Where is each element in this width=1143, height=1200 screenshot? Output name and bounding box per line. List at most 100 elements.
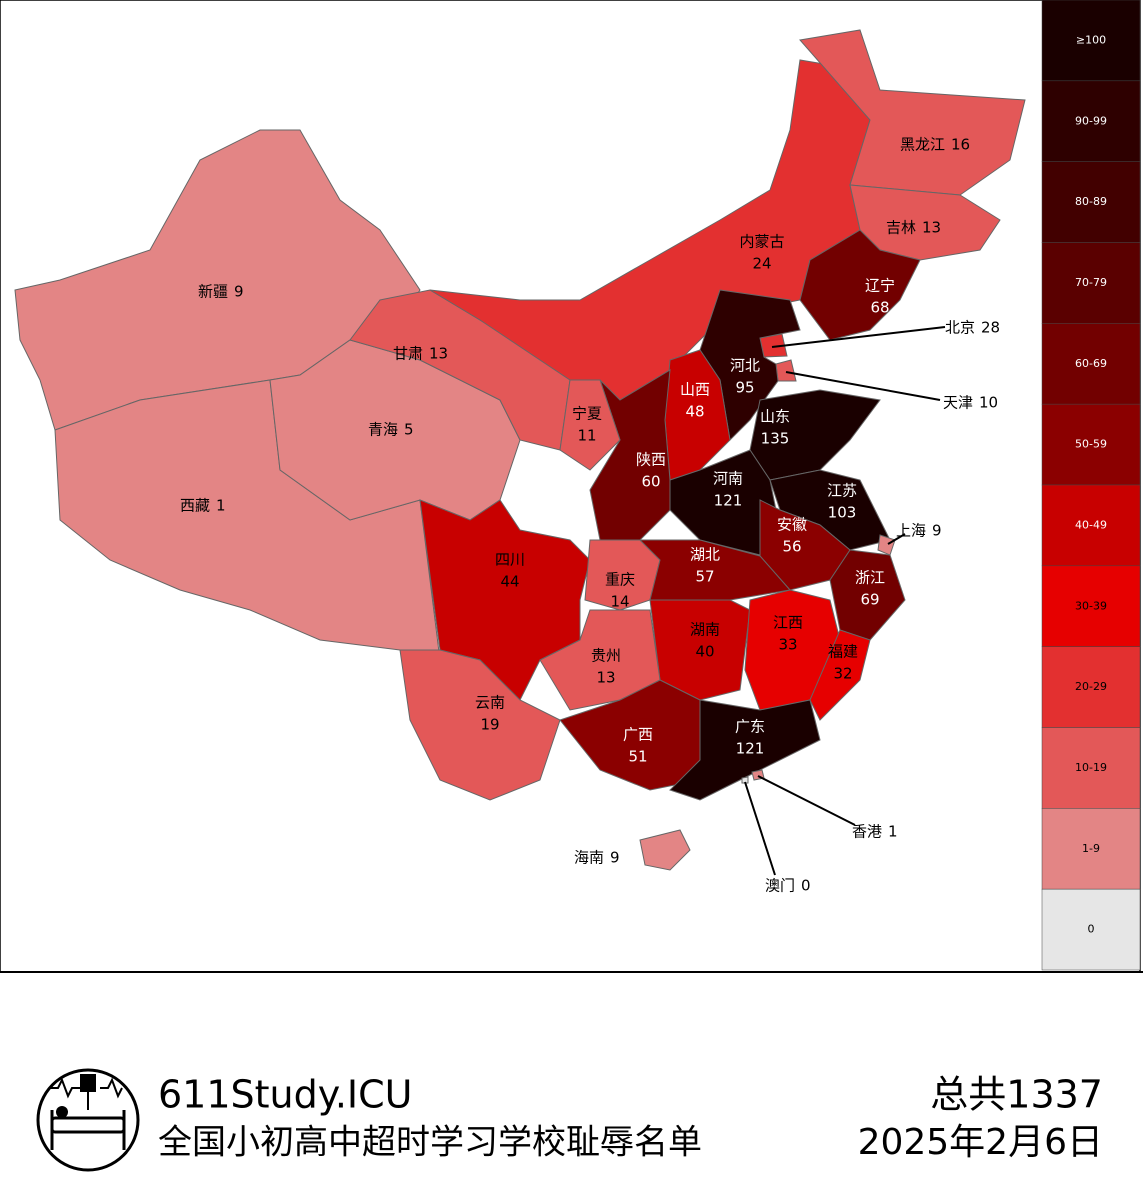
region-name: 陕西 — [636, 451, 666, 469]
region-value: 5 — [404, 421, 414, 439]
region-name: 山东 — [760, 408, 790, 426]
region-name: 江苏 — [827, 482, 857, 500]
region-value: 60 — [641, 473, 660, 491]
region-value: 10 — [979, 394, 998, 412]
region-value: 13 — [922, 219, 941, 237]
region-name: 浙江 — [855, 569, 885, 587]
region-value: 95 — [735, 379, 754, 397]
region-name: 澳门 — [765, 877, 795, 895]
legend-label: 20-29 — [1075, 680, 1107, 693]
region-name: 江西 — [773, 614, 803, 632]
legend-swatch — [1041, 888, 1141, 971]
region-value: 9 — [234, 283, 244, 301]
region-name: 四川 — [495, 551, 525, 569]
logo — [36, 1068, 140, 1172]
leader-line — [887, 533, 906, 545]
legend-label: 60-69 — [1075, 357, 1107, 370]
region-value: 44 — [500, 573, 519, 591]
leader-line — [771, 326, 946, 348]
legend-swatch — [1041, 323, 1141, 405]
region-value: 121 — [736, 740, 765, 758]
leader-line — [757, 775, 856, 826]
region-name: 新疆 — [198, 283, 228, 301]
region-value: 28 — [981, 319, 1000, 337]
region-value: 103 — [828, 504, 857, 522]
region-value: 33 — [778, 636, 797, 654]
region-value: 13 — [429, 345, 448, 363]
region-value: 121 — [714, 492, 743, 510]
region-name: 贵州 — [591, 647, 621, 665]
region-name: 辽宁 — [865, 277, 895, 295]
region-value: 11 — [577, 427, 596, 445]
region-name: 宁夏 — [572, 405, 602, 423]
region-name: 甘肃 — [393, 345, 423, 363]
region-value: 135 — [761, 430, 790, 448]
region — [539, 609, 661, 711]
region-value: 9 — [932, 522, 942, 540]
region — [741, 776, 749, 784]
region-name: 广东 — [735, 718, 765, 736]
legend-swatch — [1041, 808, 1141, 890]
region-value: 9 — [610, 849, 620, 867]
region-name: 内蒙古 — [739, 233, 784, 251]
region — [799, 229, 921, 341]
leader-line — [785, 371, 941, 401]
legend-label: ≥100 — [1076, 33, 1106, 46]
region-name: 河北 — [730, 357, 760, 375]
region-value: 40 — [695, 643, 714, 661]
legend-label: 70-79 — [1075, 276, 1107, 289]
region — [559, 379, 621, 471]
region-name: 安徽 — [777, 516, 807, 534]
legend-label: 1-9 — [1082, 842, 1100, 855]
region-value: 32 — [833, 665, 852, 683]
region-name: 青海 — [368, 421, 398, 439]
region-name: 海南 — [574, 849, 604, 867]
subtitle: 全国小初高中超时学习学校耻辱名单 — [158, 1123, 702, 1163]
region-name: 西藏 — [180, 497, 210, 515]
region — [589, 369, 671, 541]
legend-swatch — [1041, 0, 1141, 82]
region-name: 吉林 — [886, 219, 916, 237]
region-value: 24 — [752, 255, 771, 273]
region-value: 48 — [685, 403, 704, 421]
region-value: 68 — [870, 299, 889, 317]
region-name: 上海 — [896, 522, 926, 540]
region-value: 51 — [628, 748, 647, 766]
legend-swatch — [1041, 646, 1141, 728]
region-name: 云南 — [475, 694, 505, 712]
region-name: 天津 — [943, 394, 973, 412]
region-name: 北京 — [945, 319, 975, 337]
legend-swatch — [1041, 242, 1141, 324]
region-value: 1 — [888, 823, 898, 841]
legend-label: 10-19 — [1075, 761, 1107, 774]
region-value: 16 — [951, 136, 970, 154]
region — [639, 829, 691, 871]
legend-swatch — [1041, 484, 1141, 567]
region — [809, 629, 871, 721]
region-name: 广西 — [623, 726, 653, 744]
region-value: 1 — [216, 497, 226, 515]
region-name: 河南 — [713, 470, 743, 488]
region — [399, 649, 561, 801]
region — [799, 29, 1026, 196]
region-name: 山西 — [680, 381, 710, 399]
total: 总共1337 — [930, 1073, 1103, 1117]
region-name: 福建 — [828, 643, 858, 661]
legend-label: 80-89 — [1075, 195, 1107, 208]
region-name: 湖南 — [690, 621, 720, 639]
region-name: 黑龙江 — [900, 136, 945, 154]
legend-label: 40-49 — [1075, 518, 1107, 531]
region-value: 13 — [596, 669, 615, 687]
legend-swatch — [1041, 727, 1141, 809]
legend-swatch — [1041, 161, 1141, 243]
region-value: 57 — [695, 568, 714, 586]
legend-swatch — [1041, 565, 1141, 647]
region-name: 重庆 — [605, 571, 635, 589]
legend-swatch — [1041, 80, 1141, 162]
region — [269, 339, 521, 521]
region-value: 0 — [801, 877, 811, 895]
legend-label: 50-59 — [1075, 438, 1107, 451]
region-name: 湖北 — [690, 546, 720, 564]
